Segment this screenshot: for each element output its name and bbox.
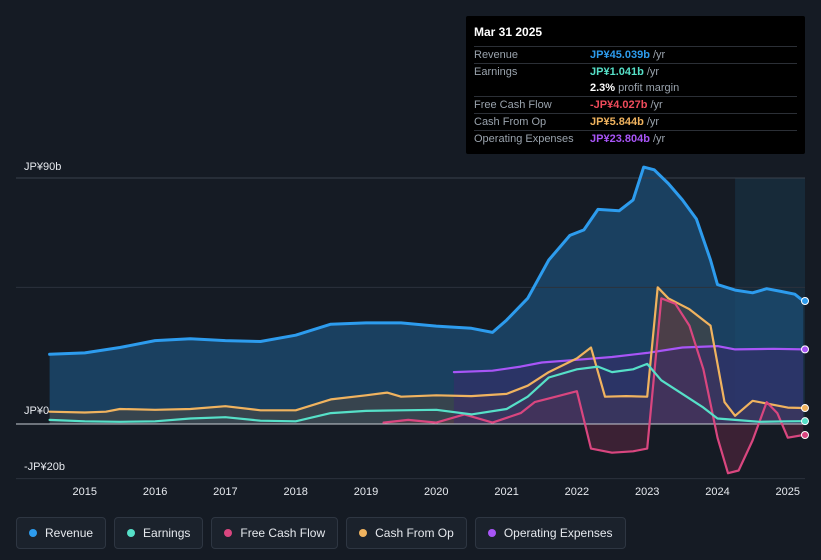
tooltip-unit: /yr [646, 116, 660, 128]
earnings-dot-icon [127, 529, 136, 537]
free-cash-flow-dot-icon [224, 529, 233, 537]
legend-item-operating-expenses[interactable]: Operating Expenses [474, 517, 626, 549]
legend: Revenue Earnings Free Cash Flow Cash Fro… [16, 517, 626, 549]
endpoint-marker-revenue [801, 297, 809, 305]
series-area-operating-expenses [453, 346, 804, 424]
tooltip-label: Earnings [474, 66, 518, 78]
series-line-revenue [48, 165, 805, 356]
tooltip-unit: /yr [652, 133, 666, 145]
endpoint-marker-free-cash-flow [801, 431, 809, 440]
tooltip-row-cfo: Cash From Op JP¥5.844b /yr [474, 113, 797, 130]
y-axis-label-zero: JP¥0 [24, 405, 49, 417]
x-tick-label-2023: 2023 [635, 486, 659, 498]
tooltip-value: 2.3% [590, 82, 616, 94]
series-area-free-cash-flow [383, 298, 804, 474]
tooltip-date: Mar 31 2025 [474, 25, 543, 39]
x-tick-label-2024: 2024 [705, 486, 729, 498]
legend-label: Cash From Op [375, 526, 454, 540]
series-line-cash-from-op [48, 286, 805, 417]
endpoint-marker-earnings [801, 417, 809, 426]
legend-label: Revenue [45, 526, 94, 540]
tooltip-row-revenue: Revenue JP¥45.039b /yr [474, 46, 797, 63]
x-tick-label-2025: 2025 [776, 486, 800, 498]
revenue-dot-icon [29, 529, 37, 537]
tooltip-unit: profit margin [618, 82, 680, 94]
legend-item-revenue[interactable]: Revenue [16, 517, 107, 549]
tooltip-row-fcf: Free Cash Flow -JP¥4.027b /yr [474, 96, 797, 113]
tooltip-value: JP¥1.041b [590, 66, 644, 78]
tooltip-label: Operating Expenses [474, 133, 574, 145]
legend-item-cash-from-op[interactable]: Cash From Op [346, 517, 467, 549]
series-line-earnings [48, 362, 805, 423]
tooltip-unit: /yr [650, 99, 663, 111]
tooltip-value: -JP¥4.027b [590, 99, 648, 111]
y-axis-label-top: JP¥90b [24, 161, 61, 173]
x-tick-label-2020: 2020 [424, 486, 448, 498]
tooltip-row-earnings: Earnings JP¥1.041b /yr [474, 63, 797, 80]
tooltip-unit: /yr [652, 49, 666, 61]
y-axis-label-bottom: -JP¥20b [24, 461, 65, 473]
tooltip-unit: /yr [646, 66, 660, 78]
x-tick-label-2017: 2017 [213, 486, 237, 498]
x-tick-label-2022: 2022 [565, 486, 589, 498]
tooltip-label: Revenue [474, 49, 519, 61]
cash-from-op-dot-icon [359, 529, 368, 537]
x-tick-label-2018: 2018 [283, 486, 307, 498]
x-tick-label-2015: 2015 [73, 486, 97, 498]
tooltip-row-opex: Operating Expenses JP¥23.804b /yr [474, 130, 797, 147]
legend-label: Operating Expenses [503, 526, 613, 540]
legend-label: Earnings [143, 526, 191, 540]
endpoint-marker-operating-expenses [801, 345, 809, 354]
series-line-operating-expenses [452, 345, 805, 374]
tooltip-value: JP¥5.844b [590, 116, 644, 128]
legend-item-free-cash-flow[interactable]: Free Cash Flow [211, 517, 339, 549]
tooltip-value: JP¥45.039b [590, 49, 650, 61]
x-tick-label-2016: 2016 [143, 486, 167, 498]
operating-expenses-dot-icon [487, 529, 496, 537]
legend-item-earnings[interactable]: Earnings [114, 517, 204, 549]
endpoint-marker-cash-from-op [801, 404, 809, 413]
x-tick-label-2021: 2021 [494, 486, 518, 498]
series-line-free-cash-flow [382, 297, 805, 475]
tooltip-label: Free Cash Flow [474, 99, 552, 111]
tooltip-row-margin: 2.3% profit margin [474, 80, 797, 96]
x-tick-label-2019: 2019 [354, 486, 378, 498]
tooltip-label: Cash From Op [474, 116, 547, 128]
tooltip-panel: Mar 31 2025 Revenue JP¥45.039b /yr Earni… [466, 16, 805, 154]
tooltip-value: JP¥23.804b [590, 133, 650, 145]
legend-label: Free Cash Flow [240, 526, 326, 540]
